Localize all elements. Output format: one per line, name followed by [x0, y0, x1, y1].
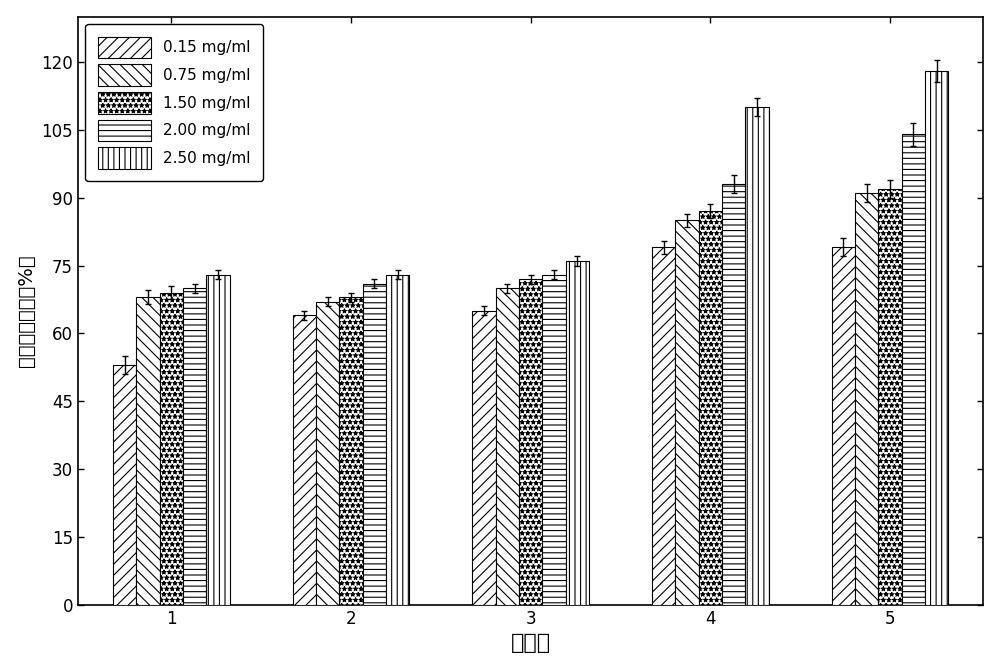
Bar: [206, 275, 230, 605]
Bar: [472, 311, 496, 605]
Legend: 0.15 mg/ml, 0.75 mg/ml, 1.50 mg/ml, 2.00 mg/ml, 2.50 mg/ml: 0.15 mg/ml, 0.75 mg/ml, 1.50 mg/ml, 2.00…: [85, 24, 263, 182]
Bar: [136, 297, 160, 605]
Bar: [293, 316, 316, 605]
Bar: [699, 211, 722, 605]
Bar: [339, 297, 363, 605]
Bar: [113, 365, 136, 605]
Bar: [363, 283, 386, 605]
Bar: [496, 288, 519, 605]
Bar: [832, 247, 855, 605]
Bar: [902, 134, 925, 605]
Bar: [519, 279, 542, 605]
Bar: [386, 275, 409, 605]
Bar: [878, 189, 902, 605]
Bar: [745, 107, 769, 605]
Bar: [542, 275, 566, 605]
X-axis label: 取代度: 取代度: [511, 633, 551, 653]
Bar: [160, 293, 183, 605]
Bar: [722, 184, 745, 605]
Bar: [925, 71, 948, 605]
Bar: [855, 193, 878, 605]
Bar: [652, 247, 675, 605]
Bar: [566, 261, 589, 605]
Bar: [675, 220, 699, 605]
Bar: [316, 302, 339, 605]
Y-axis label: 双氧水清除率（%）: 双氧水清除率（%）: [17, 255, 36, 367]
Bar: [183, 288, 206, 605]
